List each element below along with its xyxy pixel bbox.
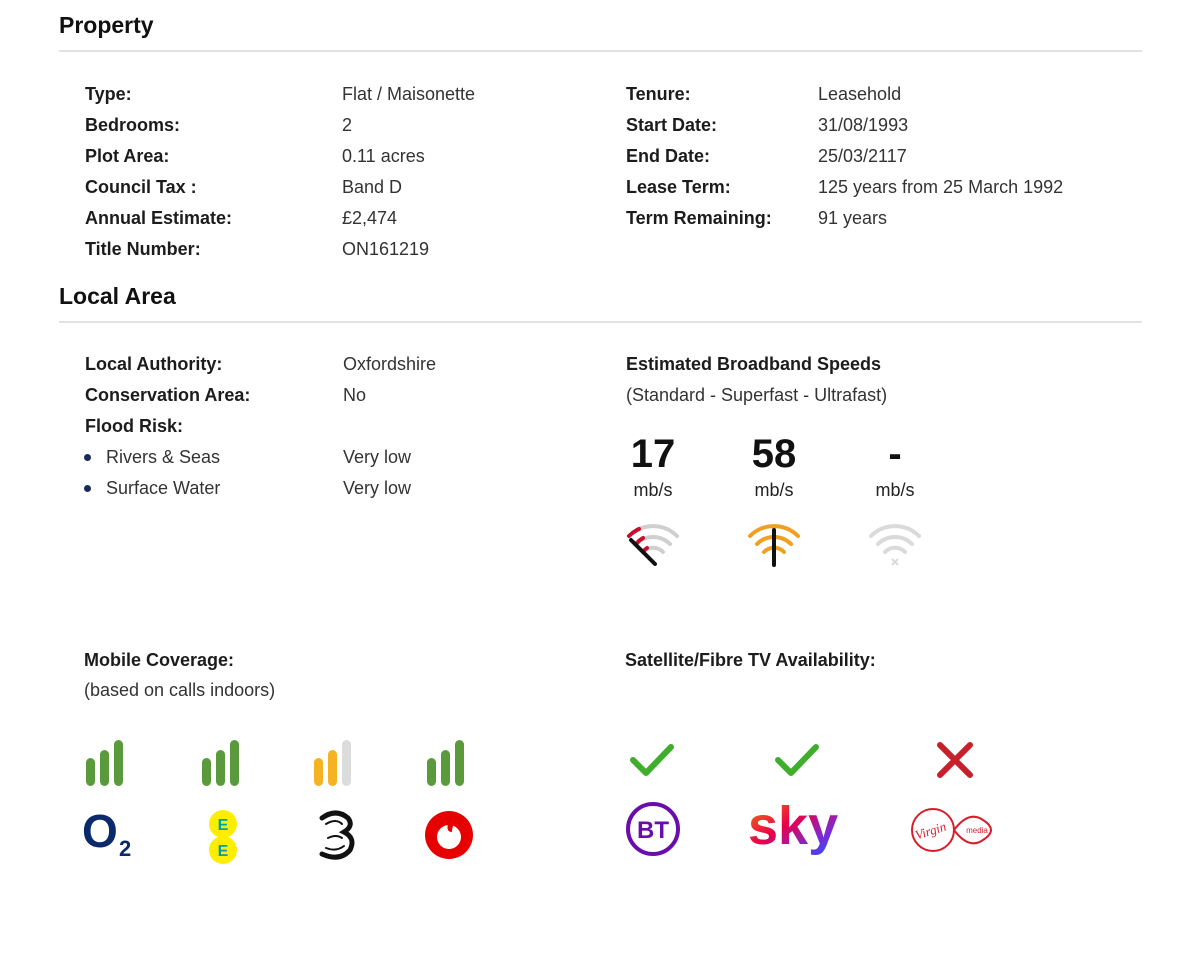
vodafone-logo bbox=[425, 811, 473, 859]
bedrooms-value: 2 bbox=[342, 115, 353, 135]
lease-term-value: 125 years from 25 March 1992 bbox=[818, 177, 1064, 197]
mobile-coverage-subtitle: (based on calls indoors) bbox=[84, 680, 276, 700]
virgin-media-logo: Virgin media bbox=[911, 808, 992, 852]
three-logo bbox=[319, 810, 355, 860]
term-remaining-label: Term Remaining: bbox=[626, 208, 772, 228]
ultrafast-speed-unit: mb/s bbox=[875, 480, 915, 500]
ee-signal-bars bbox=[202, 740, 239, 786]
local-area-section-title: Local Area bbox=[59, 283, 176, 309]
bullet-icon bbox=[84, 485, 91, 492]
end-date-value: 25/03/2117 bbox=[818, 146, 907, 166]
property-section-title: Property bbox=[59, 12, 154, 38]
bt-logo: BT bbox=[626, 802, 680, 856]
standard-speed-value: 17 bbox=[630, 432, 676, 476]
mobile-coverage-title: Mobile Coverage: bbox=[84, 650, 235, 670]
broadband-title: Estimated Broadband Speeds bbox=[626, 354, 882, 374]
superfast-speed-unit: mb/s bbox=[754, 480, 794, 500]
title-number-value: ON161219 bbox=[342, 239, 430, 259]
term-remaining-value: 91 years bbox=[818, 208, 888, 228]
svg-text:sky: sky bbox=[748, 796, 838, 856]
type-value: Flat / Maisonette bbox=[342, 84, 476, 104]
sky-logo: sky bbox=[748, 796, 838, 856]
svg-text:media: media bbox=[966, 826, 988, 835]
flood-risk-label: Flood Risk: bbox=[85, 416, 183, 436]
local-area-divider bbox=[59, 321, 1142, 323]
property-divider bbox=[59, 50, 1142, 52]
cross-icon bbox=[937, 742, 973, 778]
type-label: Type: bbox=[85, 84, 132, 104]
surface-water-label: Surface Water bbox=[106, 478, 221, 498]
standard-speed-unit: mb/s bbox=[633, 480, 673, 500]
bedrooms-label: Bedrooms: bbox=[85, 115, 181, 135]
ee-logo: E E bbox=[209, 810, 237, 864]
council-tax-label: Council Tax : bbox=[85, 177, 197, 197]
svg-text:E: E bbox=[218, 817, 229, 834]
conservation-area-value: No bbox=[343, 385, 367, 405]
o2-logo: O 2 bbox=[82, 805, 132, 861]
wifi-unavailable-icon bbox=[869, 524, 921, 566]
lease-term-label: Lease Term: bbox=[626, 177, 731, 197]
tv-availability-title: Satellite/Fibre TV Availability: bbox=[625, 650, 876, 670]
tenure-label: Tenure: bbox=[626, 84, 691, 104]
wifi-gauge-medium-icon bbox=[748, 524, 800, 567]
rivers-seas-value: Very low bbox=[343, 447, 412, 467]
tenure-value: Leasehold bbox=[818, 84, 902, 104]
bullet-icon bbox=[84, 454, 91, 461]
wifi-gauge-low-icon bbox=[627, 524, 679, 566]
vodafone-signal-bars bbox=[427, 740, 464, 786]
o2-signal-bars bbox=[86, 740, 123, 786]
end-date-label: End Date: bbox=[626, 146, 711, 166]
superfast-speed-value: 58 bbox=[751, 432, 797, 476]
conservation-area-label: Conservation Area: bbox=[85, 385, 251, 405]
svg-text:Virgin: Virgin bbox=[913, 819, 948, 843]
start-date-value: 31/08/1993 bbox=[818, 115, 909, 135]
start-date-label: Start Date: bbox=[626, 115, 718, 135]
council-tax-value: Band D bbox=[342, 177, 403, 197]
broadband-subtitle: (Standard - Superfast - Ultrafast) bbox=[626, 385, 888, 405]
ultrafast-speed-value: - bbox=[888, 432, 902, 476]
svg-text:E: E bbox=[218, 843, 229, 860]
svg-text:BT: BT bbox=[637, 817, 669, 844]
surface-water-value: Very low bbox=[343, 478, 412, 498]
local-authority-value: Oxfordshire bbox=[343, 354, 437, 374]
three-signal-bars bbox=[314, 740, 351, 786]
check-icon bbox=[775, 744, 819, 776]
local-authority-label: Local Authority: bbox=[85, 354, 223, 374]
check-icon bbox=[630, 744, 674, 776]
plot-area-label: Plot Area: bbox=[85, 146, 170, 166]
rivers-seas-label: Rivers & Seas bbox=[106, 447, 221, 467]
title-number-label: Title Number: bbox=[85, 239, 201, 259]
annual-estimate-label: Annual Estimate: bbox=[85, 208, 233, 228]
plot-area-value: 0.11 acres bbox=[342, 146, 425, 166]
annual-estimate-value: £2,474 bbox=[342, 208, 398, 228]
